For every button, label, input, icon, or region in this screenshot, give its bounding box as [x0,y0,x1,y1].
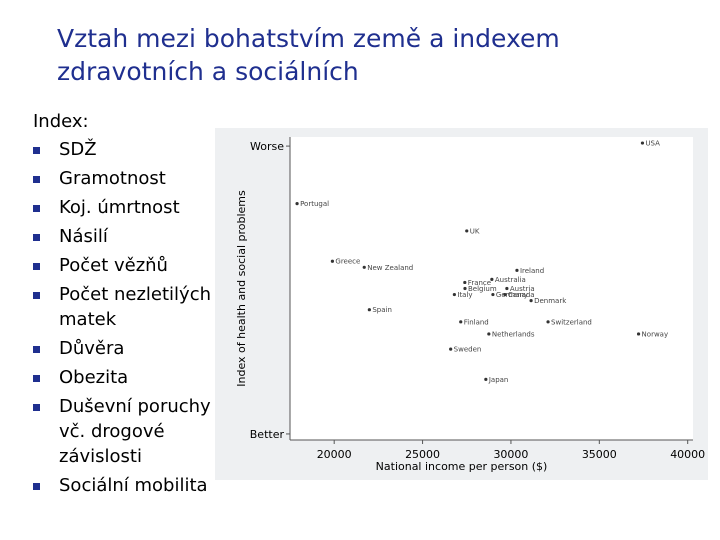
list-item: Důvěra [33,336,211,361]
point [367,308,371,312]
point-label: France [468,279,491,287]
point [452,292,456,297]
point-label: Ireland [520,267,544,275]
list-item: Násilí [33,224,211,249]
point-label: Belgium [468,285,497,293]
y-axis-label: Index of health and social problems [235,190,248,387]
point [487,332,491,336]
point [640,141,645,145]
point-label: Italy [457,291,472,299]
x-axis-label: National income per person ($) [376,460,548,473]
point-label: Japan [488,376,509,384]
title-line: zdravotních a sociálních [57,57,359,86]
x-tick-label: 35000 [582,448,617,461]
point [636,332,641,336]
item-text: Důvěra [59,337,125,359]
point [459,320,463,324]
bullet [33,345,40,353]
item-text: Počet nezletilých matek [59,283,211,330]
list-item: SDŽ [33,137,211,162]
list-item: Koj. úmrtnost [33,195,211,220]
list-item: Duševní poruchy vč. drogové závislosti [33,394,211,469]
y-tick-label: Worse [250,140,284,153]
index-list: Index: SDŽ Gramotnost Koj. úmrtnost Násilí P… [33,108,211,502]
point-label: Canada [508,291,535,299]
bullet [33,403,40,411]
point [465,229,469,233]
point [515,268,519,272]
point-label: UK [470,227,480,235]
point [484,377,488,381]
point-label: New Zealand [367,264,413,272]
bullet [33,146,40,154]
point-label: Netherlands [492,330,535,338]
point-label: Denmark [534,297,567,305]
point [491,292,495,297]
point-label: Sweden [454,346,482,354]
item-text: Sociální mobilita [59,474,208,496]
bullet [33,482,40,490]
item-text: SDŽ [59,138,97,160]
chart: 20000 25000 30000 35000 40000 Worse Better Nati… [215,128,708,480]
bullet [33,204,40,212]
list-item: Počet nezletilých matek [33,282,211,332]
bullet [33,262,40,270]
item-text: Obezita [59,366,129,388]
point-label: Germany [496,291,528,299]
point [449,347,453,351]
point-label: Greece [335,258,360,266]
plot-area [290,137,693,440]
bullet [33,175,40,183]
list-item: Sociální mobilita [33,473,211,498]
list-items: SDŽ Gramotnost Koj. úmrtnost Násilí Počet vě… [33,137,211,498]
item-text: Koj. úmrtnost [59,196,180,218]
point [362,265,366,269]
point-label: Switzerland [551,318,592,326]
point [463,280,467,285]
slide-title: Vztah mezi bohatstvím země a indexem zdr… [57,22,560,88]
item-text: Duševní poruchy vč. drogové závislosti [59,395,211,467]
point [295,202,299,206]
item-text: Počet vězňů [59,254,168,276]
bullet [33,374,40,382]
title-line: Vztah mezi bohatstvím země a indexem [57,24,560,53]
x-tick-label: 25000 [405,448,440,461]
list-item: Obezita [33,365,211,390]
point [503,292,507,297]
point [529,299,533,303]
item-text: Násilí [59,225,108,247]
point [330,259,335,263]
bullet [33,233,40,241]
x-tick-label: 20000 [317,448,352,461]
point-label: Austria [510,285,535,293]
point-label: Australia [495,276,526,284]
point [490,277,494,282]
list-heading: Index: [33,111,89,132]
point-label: Norway [642,330,669,338]
list-item: Gramotnost [33,166,211,191]
list-item: Počet vězňů [33,253,211,278]
item-text: Gramotnost [59,167,166,189]
point-label: Spain [372,306,392,314]
point-label: Finland [464,318,489,326]
x-tick-label: 30000 [493,448,528,461]
point [463,286,467,291]
point-label: Portugal [300,200,329,208]
point [546,320,550,324]
point-label: USA [645,140,660,148]
y-tick-label: Better [250,428,285,441]
bullet [33,291,40,299]
x-tick-label: 40000 [670,448,705,461]
point [505,286,509,291]
